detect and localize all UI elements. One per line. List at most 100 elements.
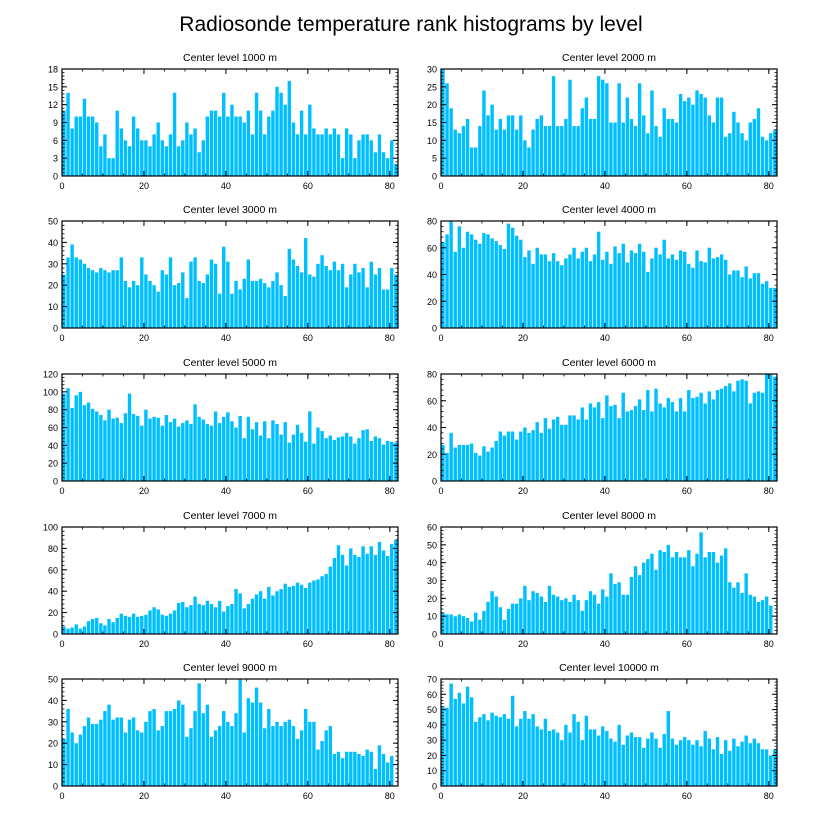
bar xyxy=(95,723,99,786)
bar xyxy=(580,740,584,786)
bar xyxy=(687,390,691,481)
x-tick-label: 0 xyxy=(438,639,443,649)
bar xyxy=(316,749,320,786)
panel-title: Center level 3000 m xyxy=(183,204,277,216)
bar xyxy=(70,128,74,176)
bar xyxy=(209,604,214,634)
bar xyxy=(474,452,478,481)
panel-title: Center level 4000 m xyxy=(562,204,656,216)
bar xyxy=(250,280,255,328)
bar xyxy=(756,273,761,328)
bar xyxy=(308,104,312,176)
bar xyxy=(144,614,148,634)
bar xyxy=(510,431,515,481)
bar xyxy=(365,287,369,328)
bar xyxy=(625,594,630,634)
bar xyxy=(769,374,773,481)
bar xyxy=(373,152,378,176)
bar xyxy=(263,598,267,634)
bar xyxy=(748,594,752,634)
bar xyxy=(246,416,251,481)
y-tick-label: 10 xyxy=(427,136,437,146)
bar xyxy=(304,708,308,786)
bar xyxy=(584,715,589,786)
bar xyxy=(168,257,173,328)
y-tick-label: 40 xyxy=(48,441,58,451)
bar xyxy=(744,380,748,481)
bar xyxy=(617,582,621,634)
bar xyxy=(502,249,507,328)
bar xyxy=(482,90,486,176)
bar xyxy=(226,606,230,634)
y-tick-label: 20 xyxy=(48,459,58,469)
bar xyxy=(474,239,478,328)
bar xyxy=(349,274,353,328)
bar xyxy=(246,698,251,786)
panel-title: Center level 1000 m xyxy=(183,52,277,64)
bar xyxy=(205,274,210,328)
bar xyxy=(381,550,386,634)
bar xyxy=(197,280,201,328)
bar xyxy=(185,298,189,328)
bar xyxy=(152,134,156,176)
bar xyxy=(353,158,357,176)
y-tick-label: 0 xyxy=(53,172,58,182)
bar xyxy=(103,270,107,328)
bar xyxy=(385,289,390,328)
bar xyxy=(74,624,78,634)
bar xyxy=(678,93,683,176)
bar xyxy=(250,598,255,634)
bar xyxy=(469,234,474,329)
bar xyxy=(658,403,662,481)
bar xyxy=(349,436,353,481)
bar xyxy=(164,711,169,786)
bar xyxy=(515,129,519,176)
bar xyxy=(687,740,691,786)
bar xyxy=(189,134,193,176)
bar xyxy=(107,409,111,481)
bar xyxy=(650,258,654,328)
bar xyxy=(769,755,773,786)
bar xyxy=(324,574,328,634)
bar xyxy=(539,432,543,481)
bar xyxy=(181,272,185,328)
bar xyxy=(736,746,740,786)
bar xyxy=(736,380,740,481)
bar xyxy=(629,732,634,786)
bar xyxy=(172,418,177,481)
bar xyxy=(144,409,148,481)
bar xyxy=(580,108,584,176)
bar xyxy=(308,582,312,634)
bar xyxy=(308,721,312,786)
bar xyxy=(510,603,515,634)
x-tick-label: 20 xyxy=(518,639,528,649)
bar xyxy=(246,110,251,176)
bar xyxy=(486,720,490,786)
bar xyxy=(568,415,572,481)
x-tick-label: 60 xyxy=(303,791,313,801)
y-tick-label: 10 xyxy=(427,612,437,622)
bar xyxy=(629,250,634,328)
y-tick-label: 0 xyxy=(432,172,437,182)
bar xyxy=(385,555,390,634)
bar xyxy=(732,587,736,634)
bar xyxy=(369,140,373,176)
bar xyxy=(107,704,111,786)
bar xyxy=(756,391,761,481)
bar xyxy=(209,736,214,786)
bar xyxy=(752,273,757,328)
y-tick-label: 0 xyxy=(53,324,58,334)
y-tick-label: 40 xyxy=(427,270,437,280)
bar xyxy=(365,553,369,634)
bar xyxy=(773,287,777,329)
bar xyxy=(242,278,246,328)
y-tick-label: 10 xyxy=(48,302,58,312)
bar xyxy=(160,270,164,328)
bar xyxy=(172,610,177,634)
bar xyxy=(295,424,300,481)
bar xyxy=(287,719,292,786)
bar xyxy=(601,418,605,481)
bar xyxy=(469,697,474,786)
bar xyxy=(226,412,230,481)
bar xyxy=(267,116,271,176)
